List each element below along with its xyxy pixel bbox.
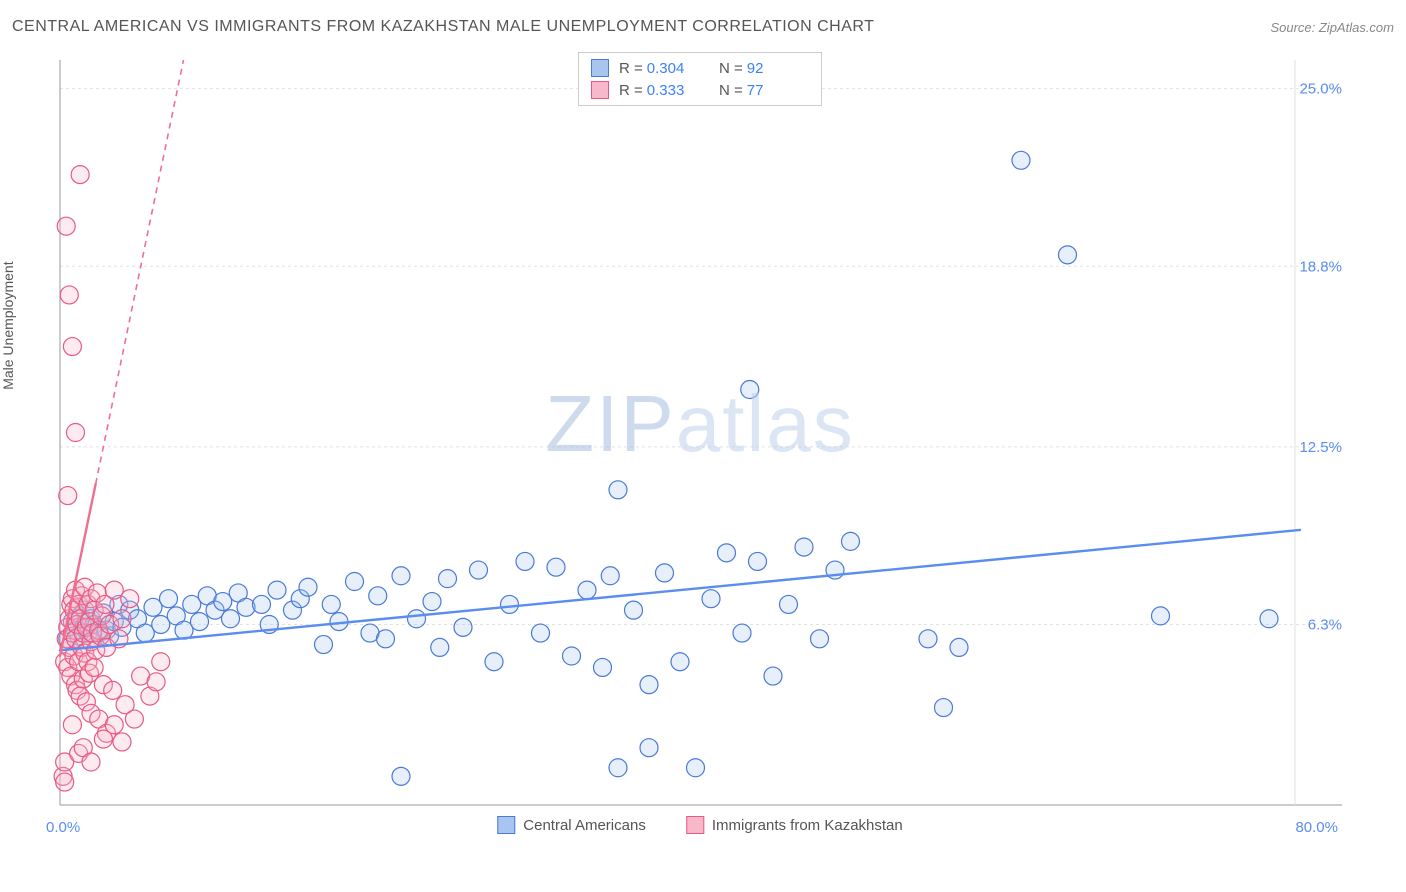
source-value: ZipAtlas.com — [1319, 20, 1394, 35]
n-value-b: 77 — [747, 82, 764, 99]
scatter-plot: 6.3% 12.5% 18.8% 25.0% — [50, 50, 1350, 830]
x-axis-min-label: 0.0% — [46, 819, 80, 836]
chart-area: 6.3%12.5%18.8%25.0% ZIPatlas R = 0.304 N… — [50, 50, 1350, 830]
r-label: R = — [619, 82, 643, 99]
legend-item-kazakhstan: Immigrants from Kazakhstan — [686, 816, 903, 834]
r-value-b: 0.333 — [647, 82, 685, 99]
series-legend: Central Americans Immigrants from Kazakh… — [497, 816, 902, 834]
legend-swatch-central — [497, 816, 515, 834]
y-axis-label: Male Unemployment — [0, 261, 16, 389]
legend-label-kazakhstan: Immigrants from Kazakhstan — [712, 817, 903, 834]
legend-row-series-b: R = 0.333 N = 77 — [591, 79, 809, 101]
source-label: Source: — [1270, 20, 1318, 35]
svg-text:12.5%: 12.5% — [1299, 439, 1342, 456]
x-axis-max-label: 80.0% — [1295, 819, 1338, 836]
r-value-a: 0.304 — [647, 60, 685, 77]
n-label: N = — [719, 60, 743, 77]
n-label: N = — [719, 82, 743, 99]
legend-label-central: Central Americans — [523, 817, 646, 834]
legend-item-central-americans: Central Americans — [497, 816, 646, 834]
chart-title: CENTRAL AMERICAN VS IMMIGRANTS FROM KAZA… — [12, 18, 874, 36]
svg-text:6.3%: 6.3% — [1308, 616, 1342, 633]
legend-swatch-a — [591, 59, 609, 77]
source-attribution: Source: ZipAtlas.com — [1270, 20, 1394, 35]
legend-row-series-a: R = 0.304 N = 92 — [591, 57, 809, 79]
n-value-a: 92 — [747, 60, 764, 77]
svg-text:25.0%: 25.0% — [1299, 81, 1342, 98]
chart-header: CENTRAL AMERICAN VS IMMIGRANTS FROM KAZA… — [12, 18, 1394, 36]
legend-swatch-b — [591, 81, 609, 99]
correlation-legend: R = 0.304 N = 92 R = 0.333 N = 77 — [578, 52, 822, 106]
svg-text:18.8%: 18.8% — [1299, 258, 1342, 275]
legend-swatch-kazakhstan — [686, 816, 704, 834]
r-label: R = — [619, 60, 643, 77]
